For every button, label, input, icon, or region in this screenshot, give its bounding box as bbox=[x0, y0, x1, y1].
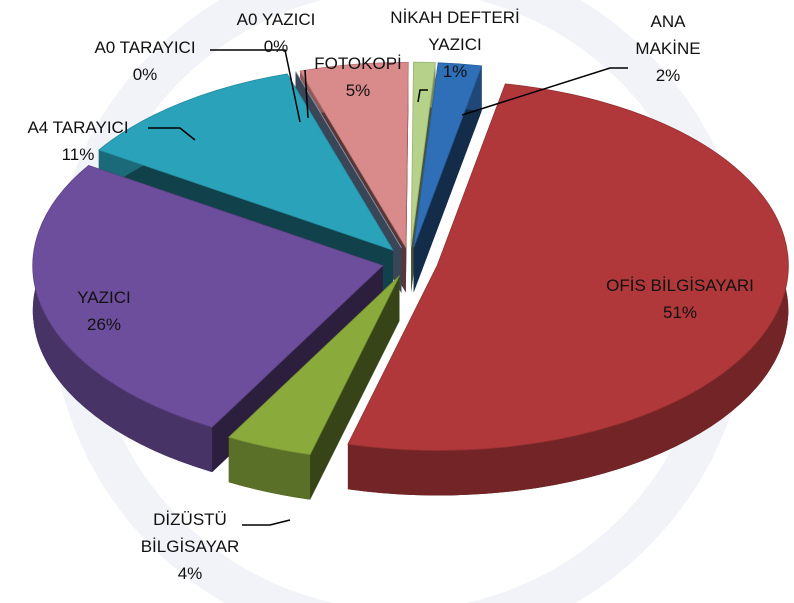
slice bbox=[32, 164, 384, 428]
slice bbox=[228, 275, 400, 456]
label-name: A0 YAZICI bbox=[236, 10, 316, 29]
slice-band bbox=[228, 437, 311, 500]
label-name: A4 TARAYICI bbox=[27, 118, 129, 137]
slice bbox=[413, 62, 483, 248]
label-value: 0% bbox=[132, 65, 158, 84]
leader-line bbox=[461, 67, 628, 116]
label-name: NİKAH DEFTERİ YAZICI bbox=[390, 8, 520, 54]
label-name: A0 TARAYICI bbox=[94, 38, 196, 57]
label-value: 11% bbox=[61, 145, 95, 164]
leader-line bbox=[148, 127, 196, 141]
label-value: 1% bbox=[442, 62, 468, 81]
data-label: A0 TARAYICI 0% bbox=[70, 34, 220, 88]
label-value: 2% bbox=[655, 66, 681, 85]
leader-line bbox=[304, 69, 309, 119]
slice bbox=[410, 61, 436, 248]
label-name: ANA MAKİNE bbox=[635, 12, 701, 58]
data-label: FOTOKOPİ 5% bbox=[303, 50, 413, 104]
label-value: 51% bbox=[662, 303, 698, 322]
slice-band bbox=[32, 165, 213, 473]
label-value: 4% bbox=[177, 564, 203, 583]
label-name: YAZICI bbox=[77, 288, 131, 307]
data-label: A4 TARAYICI 11% bbox=[0, 114, 158, 168]
label-name: DİZÜSTÜ BİLGİSAYAR bbox=[140, 510, 240, 556]
data-label: DİZÜSTÜ BİLGİSAYAR 4% bbox=[120, 506, 260, 587]
label-name: OFİS BİLGİSAYARI bbox=[606, 276, 754, 295]
data-label: YAZICI 26% bbox=[54, 284, 154, 338]
leader-line bbox=[210, 49, 301, 123]
slice-band bbox=[347, 83, 789, 496]
data-label: OFİS BİLGİSAYARI 51% bbox=[570, 272, 790, 326]
data-label: A0 YAZICI 0% bbox=[221, 6, 331, 60]
data-label: NİKAH DEFTERİ YAZICI 1% bbox=[380, 4, 530, 85]
label-value: 26% bbox=[86, 315, 122, 334]
pie bbox=[32, 61, 789, 500]
slice bbox=[295, 71, 402, 249]
label-value: 5% bbox=[345, 81, 371, 100]
label-value: 0% bbox=[263, 37, 289, 56]
leader-line bbox=[417, 89, 428, 103]
leader-lines bbox=[148, 49, 628, 526]
slice-edge bbox=[413, 65, 482, 293]
slice bbox=[299, 61, 409, 249]
label-name: FOTOKOPİ bbox=[314, 54, 402, 73]
slice bbox=[97, 73, 394, 251]
leader-line bbox=[242, 519, 291, 526]
slice bbox=[347, 83, 789, 451]
data-label: ANA MAKİNE 2% bbox=[623, 8, 713, 89]
